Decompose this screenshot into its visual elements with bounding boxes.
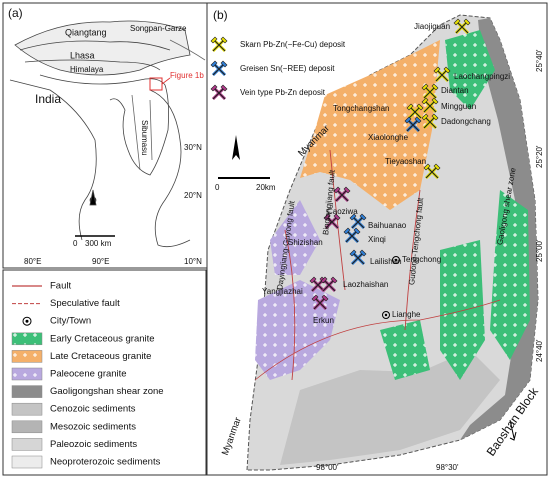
region-label: Himalaya bbox=[70, 65, 104, 74]
city: Lianghe bbox=[392, 310, 421, 319]
map-shape bbox=[300, 40, 440, 210]
region-label: Lhasa bbox=[70, 50, 95, 60]
lat-label: 25°40' bbox=[535, 49, 544, 72]
map-shape bbox=[384, 313, 388, 317]
legend-label: Paleozoic sediments bbox=[50, 439, 137, 450]
map-shape bbox=[89, 189, 97, 206]
map-shape bbox=[490, 190, 530, 360]
locality: Xinqi bbox=[368, 235, 386, 244]
map-shape bbox=[232, 135, 240, 160]
deposit-type: Vein type Pb-Zn deposit bbox=[240, 88, 326, 97]
legend-label: Fault bbox=[50, 281, 71, 292]
panel-b-map bbox=[218, 14, 539, 471]
locality: Tongchangshan bbox=[333, 104, 390, 113]
legend-label: Cenozoic sediments bbox=[50, 404, 136, 415]
legend-label: Paleocene granite bbox=[50, 369, 127, 380]
map-shape bbox=[169, 39, 206, 61]
lat-label: 10°N bbox=[184, 257, 202, 266]
deposit-symbols bbox=[210, 18, 471, 311]
legend-label: Speculative fault bbox=[50, 298, 120, 309]
locality: Caoziwa bbox=[327, 207, 358, 216]
map-shape bbox=[9, 79, 97, 241]
map-shape bbox=[254, 299, 501, 381]
locality: Mingguan bbox=[441, 102, 476, 111]
locality: Tieyaoshan bbox=[385, 157, 426, 166]
panel-a-map bbox=[9, 20, 206, 248]
locality: Shizishan bbox=[288, 238, 323, 247]
lat-label: 24°40' bbox=[535, 339, 544, 362]
legend-label: Mesozoic sediments bbox=[50, 421, 136, 432]
map-shape bbox=[445, 30, 495, 110]
locality: Erkun bbox=[313, 316, 334, 325]
legend-swatch bbox=[11, 420, 43, 434]
legend-swatch bbox=[11, 350, 43, 363]
lat-label: 25°20' bbox=[535, 145, 544, 168]
legend: Fault Speculative fault City/Town Early Cre… bbox=[11, 281, 164, 469]
legend-label: Gaoligongshan shear zone bbox=[50, 386, 164, 397]
panel-label: (b) bbox=[213, 8, 228, 22]
legend-label: Late Cretaceous granite bbox=[50, 351, 151, 362]
locality: Xiaolonghe bbox=[368, 133, 409, 142]
legend-swatch bbox=[11, 367, 43, 381]
deposit-type: Greisen Sn(−REE) deposit bbox=[240, 64, 335, 73]
scale-label: 300 km bbox=[85, 239, 112, 248]
legend-swatch bbox=[11, 385, 43, 398]
locality: Laozhaishan bbox=[343, 280, 388, 289]
legend-swatch bbox=[11, 455, 43, 469]
legend-label: City/Town bbox=[50, 316, 91, 327]
map-shape bbox=[149, 89, 191, 248]
region-label: Songpan-Garze bbox=[130, 24, 187, 33]
map-shape bbox=[382, 311, 390, 319]
map-shape bbox=[39, 74, 169, 176]
lat-label: 25°00' bbox=[535, 239, 544, 262]
lat-label: 20°N bbox=[184, 191, 202, 200]
callout: Figure 1b bbox=[170, 71, 204, 80]
locality: Lailishan bbox=[370, 257, 402, 266]
map-shape bbox=[270, 200, 320, 275]
legend-label: Early Cretaceous granite bbox=[50, 333, 155, 344]
scale-label: 20km bbox=[256, 183, 276, 192]
locality: Baihuanao bbox=[368, 221, 407, 230]
map-shape bbox=[509, 419, 517, 441]
locality: Dadongchang bbox=[441, 117, 491, 126]
legend-swatch bbox=[11, 402, 43, 416]
legend-label: Neoproterozoic sediments bbox=[50, 457, 161, 468]
map-shape bbox=[280, 350, 500, 465]
region-label: India bbox=[35, 92, 61, 106]
city: Tengchong bbox=[402, 255, 441, 264]
lon-label: 90°E bbox=[92, 257, 109, 266]
region-label: Sibumasu bbox=[140, 120, 149, 156]
lon-label: 98°30' bbox=[436, 463, 459, 472]
locality: Diantan bbox=[441, 86, 469, 95]
map-shape bbox=[284, 149, 421, 381]
legend-swatch bbox=[11, 438, 43, 451]
locality: Jiaojiguan bbox=[414, 22, 450, 31]
lat-label: 30°N bbox=[184, 143, 202, 152]
lon-label: 80°E bbox=[24, 257, 41, 266]
map-shape bbox=[394, 258, 398, 262]
map-shape bbox=[19, 40, 171, 51]
panel-label: (a) bbox=[8, 6, 23, 20]
deposit-type: Skarn Pb-Zn(−Fe-Cu) deposit bbox=[240, 40, 346, 49]
map-shape bbox=[24, 59, 161, 71]
legend-city bbox=[22, 316, 32, 326]
map-shape bbox=[392, 256, 400, 264]
scale-label: 0 bbox=[73, 239, 78, 248]
map-shape bbox=[380, 320, 430, 380]
map-shape bbox=[161, 77, 171, 85]
locality: Yangjiazhai bbox=[262, 287, 303, 296]
lon-label: 98°00' bbox=[316, 463, 339, 472]
legend-city bbox=[25, 319, 29, 323]
map-shape bbox=[14, 20, 191, 76]
map-shape bbox=[440, 240, 485, 380]
region-label: Qiangtang bbox=[65, 27, 107, 37]
scale-label: 0 bbox=[215, 183, 220, 192]
legend-swatch bbox=[11, 332, 43, 346]
map-shape bbox=[131, 94, 153, 171]
locality: Laochangpingzi bbox=[454, 72, 510, 81]
